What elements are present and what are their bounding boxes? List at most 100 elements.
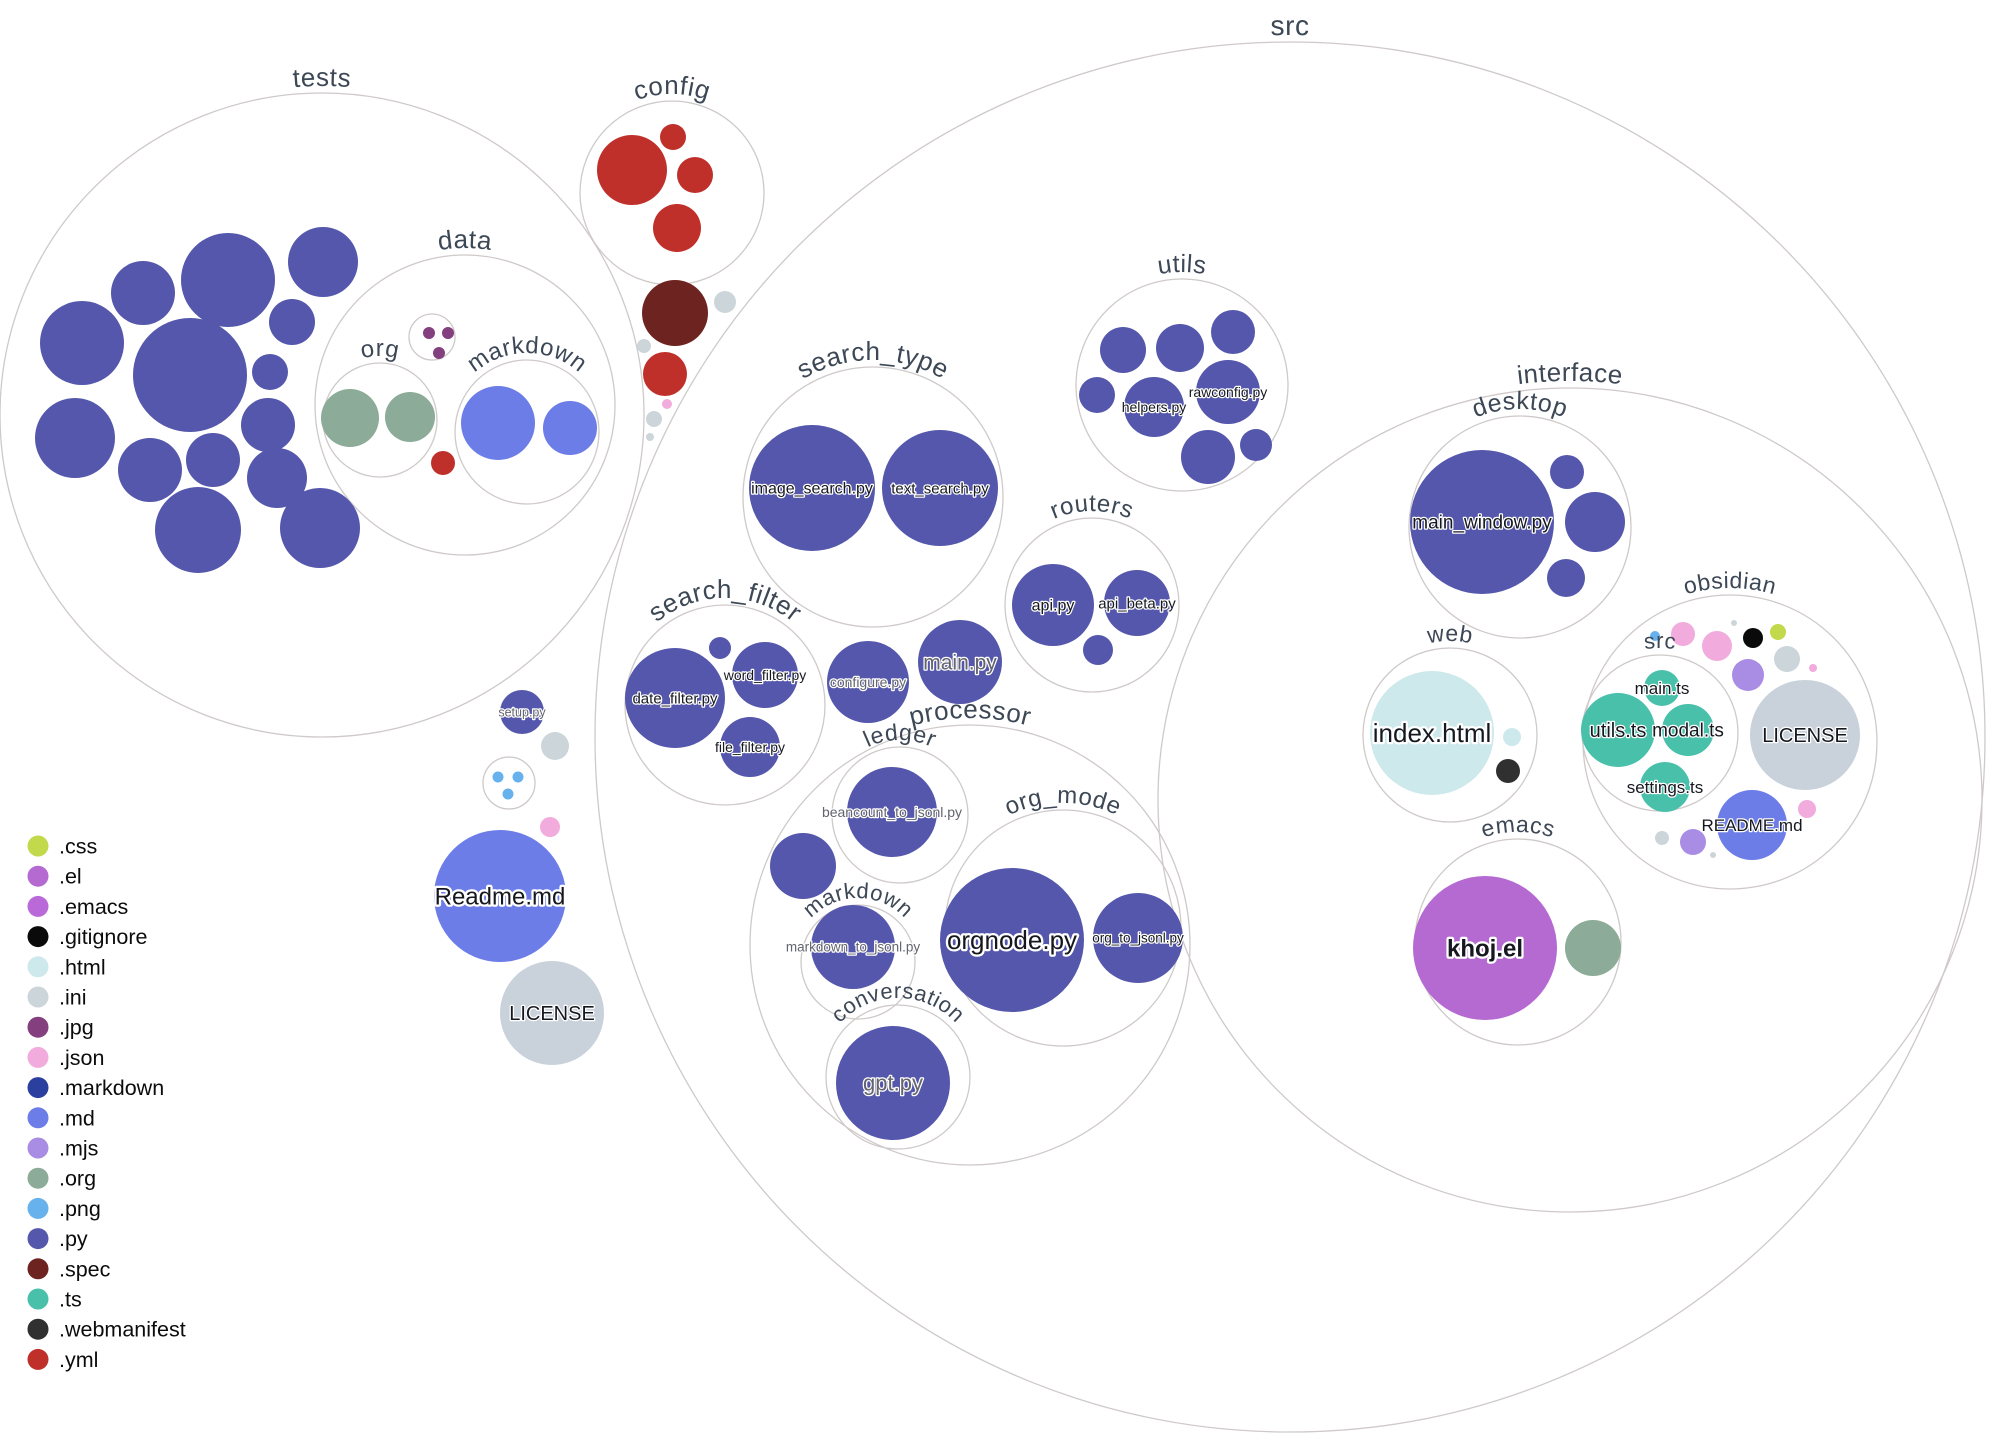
file-py-4 — [133, 318, 247, 432]
file-org_to_jsonl.py — [1093, 893, 1183, 983]
file-json-22 — [662, 399, 672, 409]
file-main_window.py — [1410, 450, 1554, 594]
file-label-khoj.el: khoj.el — [1447, 935, 1523, 962]
file-label-image_search.py: image_search.py — [751, 481, 873, 498]
legend-label-org: .org — [59, 1167, 96, 1191]
legend-label-webmanifest: .webmanifest — [59, 1318, 186, 1342]
file-khoj.el — [1413, 876, 1557, 1020]
file-json-30 — [540, 817, 560, 837]
folder-circle-interface — [1157, 387, 1983, 1213]
file-py-2 — [288, 227, 358, 297]
file-yml-40 — [431, 451, 455, 475]
folder-circle-src — [594, 41, 1986, 1433]
file-gpt.py — [836, 1026, 950, 1140]
file-LICENSE — [500, 961, 604, 1065]
folder-circle-tests — [0, 92, 645, 738]
folder-circle-processor — [749, 724, 1191, 1166]
folder-label-data: data — [436, 224, 494, 256]
folder-circle-search_type — [742, 366, 1004, 628]
legend-label-markdown: .markdown — [59, 1076, 164, 1100]
file-helpers.py — [1124, 377, 1184, 437]
legend-dot-emacs — [27, 895, 49, 917]
file-png-28 — [512, 771, 524, 783]
file-yml-21 — [643, 352, 687, 396]
legend-label-json: .json — [59, 1046, 104, 1070]
file-mjs-89 — [1732, 659, 1764, 691]
file-label-setup.py: setup.py — [498, 705, 546, 719]
folder-label-src: src — [1270, 10, 1310, 41]
file-yml-17 — [653, 204, 701, 252]
file-label-settings.ts: settings.ts — [1627, 778, 1704, 797]
legend-dot-html — [27, 956, 49, 978]
file-json-88 — [1809, 664, 1817, 672]
file-py-9 — [118, 438, 182, 502]
legend-label-png: .png — [59, 1197, 101, 1221]
file-py-54 — [1211, 310, 1255, 354]
file-ini-90 — [1655, 831, 1669, 845]
file-py-0 — [111, 261, 175, 325]
file-orgnode.py — [940, 868, 1084, 1012]
file-png-81 — [1650, 631, 1660, 641]
file-yml-15 — [660, 124, 686, 150]
file-LICENSE — [1750, 680, 1860, 790]
folder-circle-utils — [1075, 278, 1289, 492]
legend-dot-yml — [27, 1348, 49, 1370]
file-api_beta.py — [1104, 570, 1170, 636]
legend-dot-mjs — [27, 1137, 49, 1159]
file-org-34 — [385, 392, 435, 442]
file-py-3 — [40, 301, 124, 385]
legend-label-html: .html — [59, 955, 106, 979]
legend-dot-el — [27, 865, 49, 887]
file-text_search.py — [882, 430, 998, 546]
file-label-orgnode.py: orgnode.py — [947, 925, 1077, 955]
legend-dot-ts — [27, 1288, 49, 1310]
file-py-53 — [1156, 324, 1204, 372]
file-label-date_filter.py: date_filter.py — [632, 690, 718, 707]
file-py-67 — [1550, 455, 1584, 489]
legend-label-css: .css — [59, 835, 97, 859]
file-md-38 — [461, 386, 535, 460]
folder-label-interface: interface — [1515, 357, 1624, 390]
file-label-beancount_to_jsonl.py: beancount_to_jsonl.py — [822, 804, 962, 820]
file-py-7 — [241, 398, 295, 452]
file-py-68 — [1565, 492, 1625, 552]
file-gitignore-85 — [1743, 628, 1763, 648]
legend-dot-json — [27, 1046, 49, 1068]
file-mjs-91 — [1680, 829, 1706, 855]
file-label-main.py: main.py — [923, 651, 997, 674]
file-png-27 — [492, 771, 504, 783]
legend-dot-ini — [27, 986, 49, 1008]
file-index.html — [1370, 671, 1494, 795]
file-label-main.ts: main.ts — [1635, 679, 1690, 698]
file-label-text_search.py: text_search.py — [891, 480, 989, 497]
file-py-69 — [1547, 559, 1585, 597]
folder-label-utils: utils — [1156, 250, 1209, 280]
file-html-71 — [1503, 728, 1521, 746]
file-label-index.html: index.html — [1373, 718, 1492, 748]
legend-dot-webmanifest — [27, 1318, 49, 1340]
file-label-org_to_jsonl.py: org_to_jsonl.py — [1092, 931, 1184, 946]
legend-label-jpg: .jpg — [59, 1016, 94, 1040]
file-py-55 — [1079, 377, 1115, 413]
legend-dot-py — [27, 1228, 49, 1250]
file-yml-14 — [597, 135, 667, 205]
file-json-82 — [1671, 622, 1695, 646]
legend-label-yml: .yml — [59, 1348, 98, 1372]
file-py-59 — [1240, 429, 1272, 461]
legend-dot-spec — [27, 1258, 49, 1280]
file-settings.ts — [1640, 762, 1690, 812]
file-org-74 — [1565, 920, 1621, 976]
file-ini-23 — [646, 411, 662, 427]
file-Readme.md — [434, 830, 566, 962]
extension-legend: .css .el .emacs .gitignore .html .ini .jpg .jso… — [27, 835, 186, 1372]
file-label-main_window.py: main_window.py — [1412, 513, 1552, 534]
file-label-api_beta.py: api_beta.py — [1098, 595, 1176, 612]
file-api.py — [1012, 564, 1094, 646]
folder-circle-data-jpg-group — [408, 313, 456, 361]
file-py-13 — [280, 488, 360, 568]
folder-circle-search_filter — [624, 604, 826, 806]
folder-label-obsidian-src: src — [1643, 628, 1678, 654]
folder-circle-data-markdown — [454, 359, 600, 505]
file-py-10 — [186, 433, 240, 487]
